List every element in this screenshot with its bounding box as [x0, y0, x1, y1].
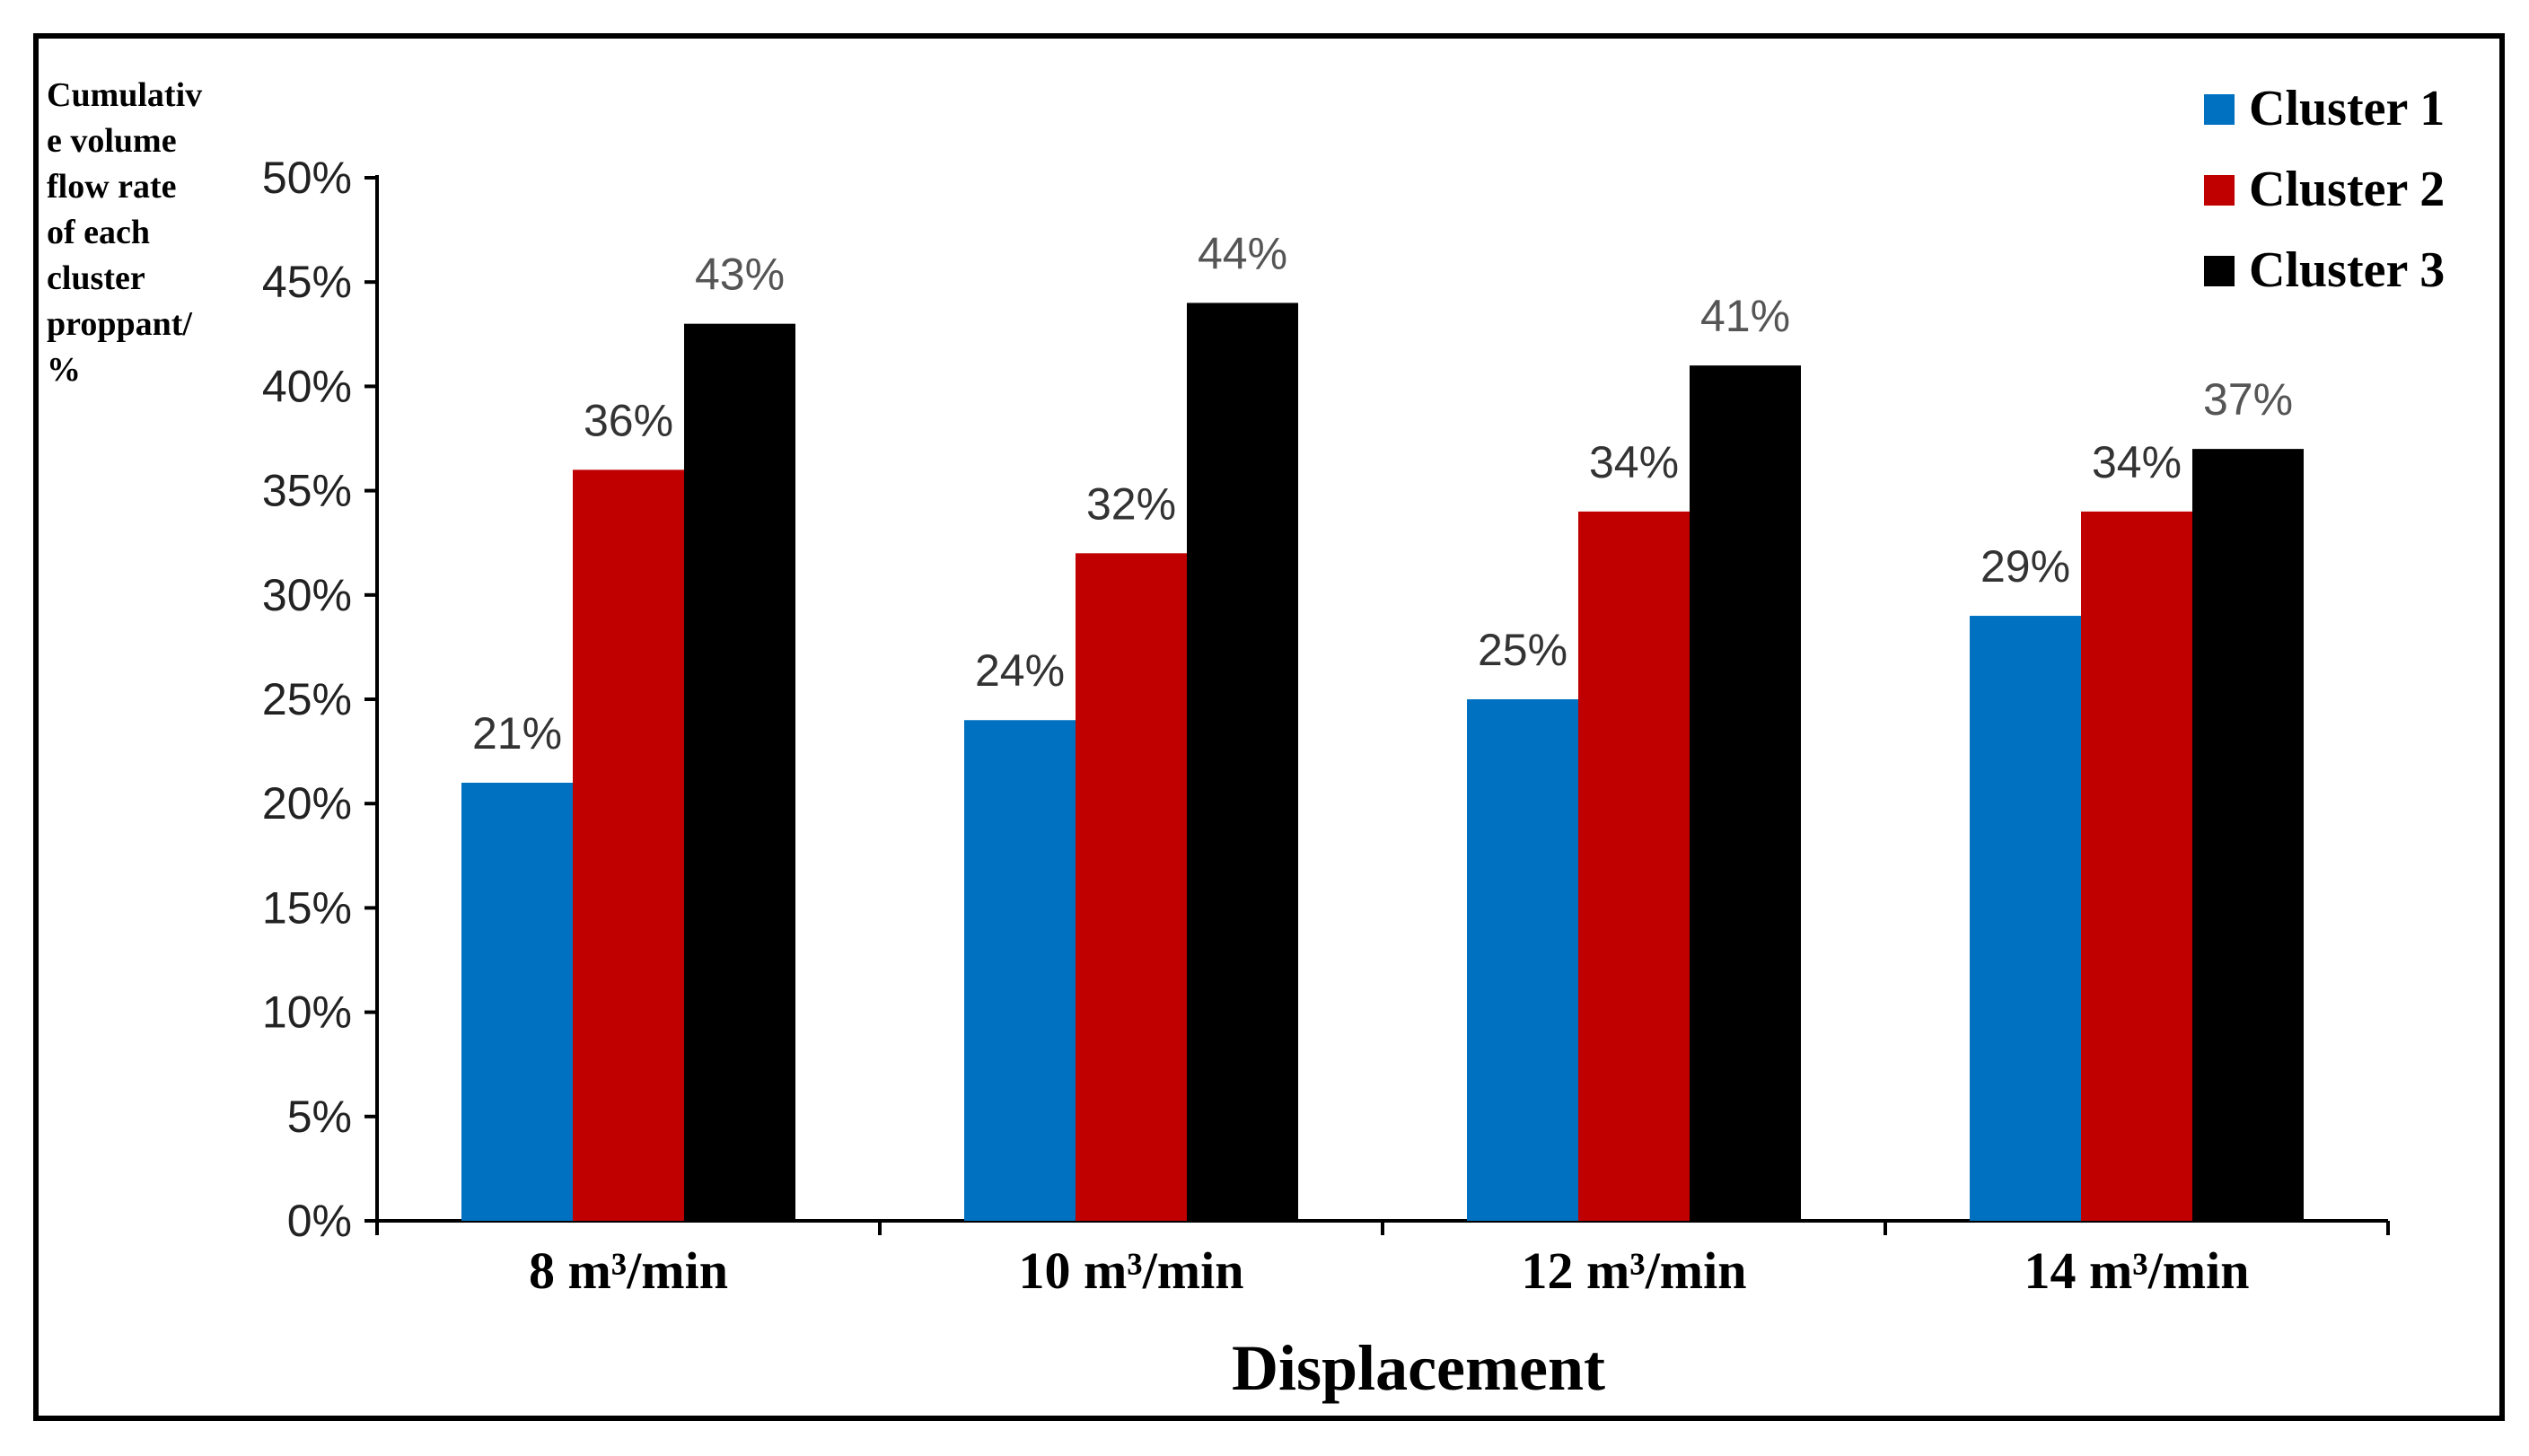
- bar-cluster-2: [1076, 553, 1187, 1221]
- bar-cluster-3: [684, 323, 795, 1221]
- legend-label: Cluster 1: [2249, 81, 2445, 136]
- y-ticks: 0% 5% 10% 15% 20% 25% 30% 35% 40% 45% 50%: [262, 153, 377, 1246]
- y-tick-label: 35%: [262, 466, 352, 516]
- data-label: 34%: [2092, 437, 2182, 487]
- data-label: 36%: [584, 395, 673, 445]
- data-label: 37%: [2203, 374, 2293, 425]
- legend-label: Cluster 2: [2249, 162, 2445, 217]
- y-tick-label: 45%: [262, 257, 352, 307]
- data-label: 32%: [1086, 478, 1176, 529]
- y-axis-title-line: flow rate: [47, 168, 177, 206]
- bar-cluster-1: [461, 782, 573, 1221]
- x-ticks: [375, 1221, 2390, 1235]
- y-tick-label: 30%: [262, 570, 352, 620]
- bar-cluster-2: [573, 469, 684, 1221]
- data-label: 34%: [1589, 437, 1679, 487]
- y-axis-title-line: proppant/: [47, 305, 192, 343]
- bar-cluster-3: [1690, 365, 1801, 1221]
- y-tick-label: 20%: [262, 778, 352, 829]
- y-tick-label: 50%: [262, 153, 352, 203]
- legend: Cluster 1 Cluster 2 Cluster 3: [2204, 81, 2445, 298]
- bar-cluster-2: [1578, 511, 1690, 1221]
- data-label: 41%: [1700, 291, 1790, 341]
- y-axis-title-line: %: [47, 351, 81, 389]
- y-axis-title-line: Cumulativ: [47, 76, 202, 114]
- y-tick-label: 0%: [287, 1196, 352, 1246]
- y-tick-label: 15%: [262, 882, 352, 933]
- bar-cluster-1: [964, 720, 1076, 1221]
- x-axis-title: Displacement: [1232, 1332, 1605, 1404]
- data-label: 44%: [1198, 228, 1287, 278]
- y-tick-label: 10%: [262, 987, 352, 1038]
- data-label: 43%: [695, 250, 785, 300]
- y-tick-label: 5%: [287, 1092, 352, 1142]
- bar-cluster-1: [1467, 699, 1578, 1221]
- data-labels: 21% 36% 43% 24% 32% 44% 25% 34% 41% 29% 34% 37%: [472, 228, 2293, 759]
- category-label: 10 m³/min: [1018, 1241, 1243, 1300]
- data-label: 21%: [472, 708, 562, 759]
- y-axis-title-line: of each: [47, 214, 150, 251]
- y-axis-title-line: e volume: [47, 122, 177, 160]
- y-axis-title: Cumulativ e volume flow rate of each cluster…: [47, 76, 202, 389]
- y-axis-title-line: cluster: [47, 259, 145, 297]
- data-label: 25%: [1478, 625, 1567, 675]
- y-tick-label: 40%: [262, 361, 352, 411]
- legend-swatch: [2204, 94, 2235, 125]
- bar-cluster-3: [1187, 303, 1298, 1221]
- bar-cluster-3: [2192, 449, 2304, 1221]
- category-labels: 8 m³/min 10 m³/min 12 m³/min 14 m³/min: [529, 1241, 2250, 1300]
- legend-label: Cluster 3: [2249, 242, 2445, 298]
- data-label: 24%: [975, 645, 1065, 696]
- legend-swatch: [2204, 175, 2235, 206]
- legend-swatch: [2204, 256, 2235, 286]
- bar-cluster-2: [2081, 511, 2192, 1221]
- category-label: 12 m³/min: [1521, 1241, 1746, 1300]
- bar-cluster-1: [1970, 616, 2081, 1221]
- data-label: 29%: [1980, 541, 2070, 592]
- chart-border: [33, 33, 2505, 1421]
- category-label: 14 m³/min: [2024, 1241, 2249, 1300]
- y-tick-label: 25%: [262, 674, 352, 724]
- category-label: 8 m³/min: [529, 1241, 728, 1300]
- bars: [461, 303, 2304, 1221]
